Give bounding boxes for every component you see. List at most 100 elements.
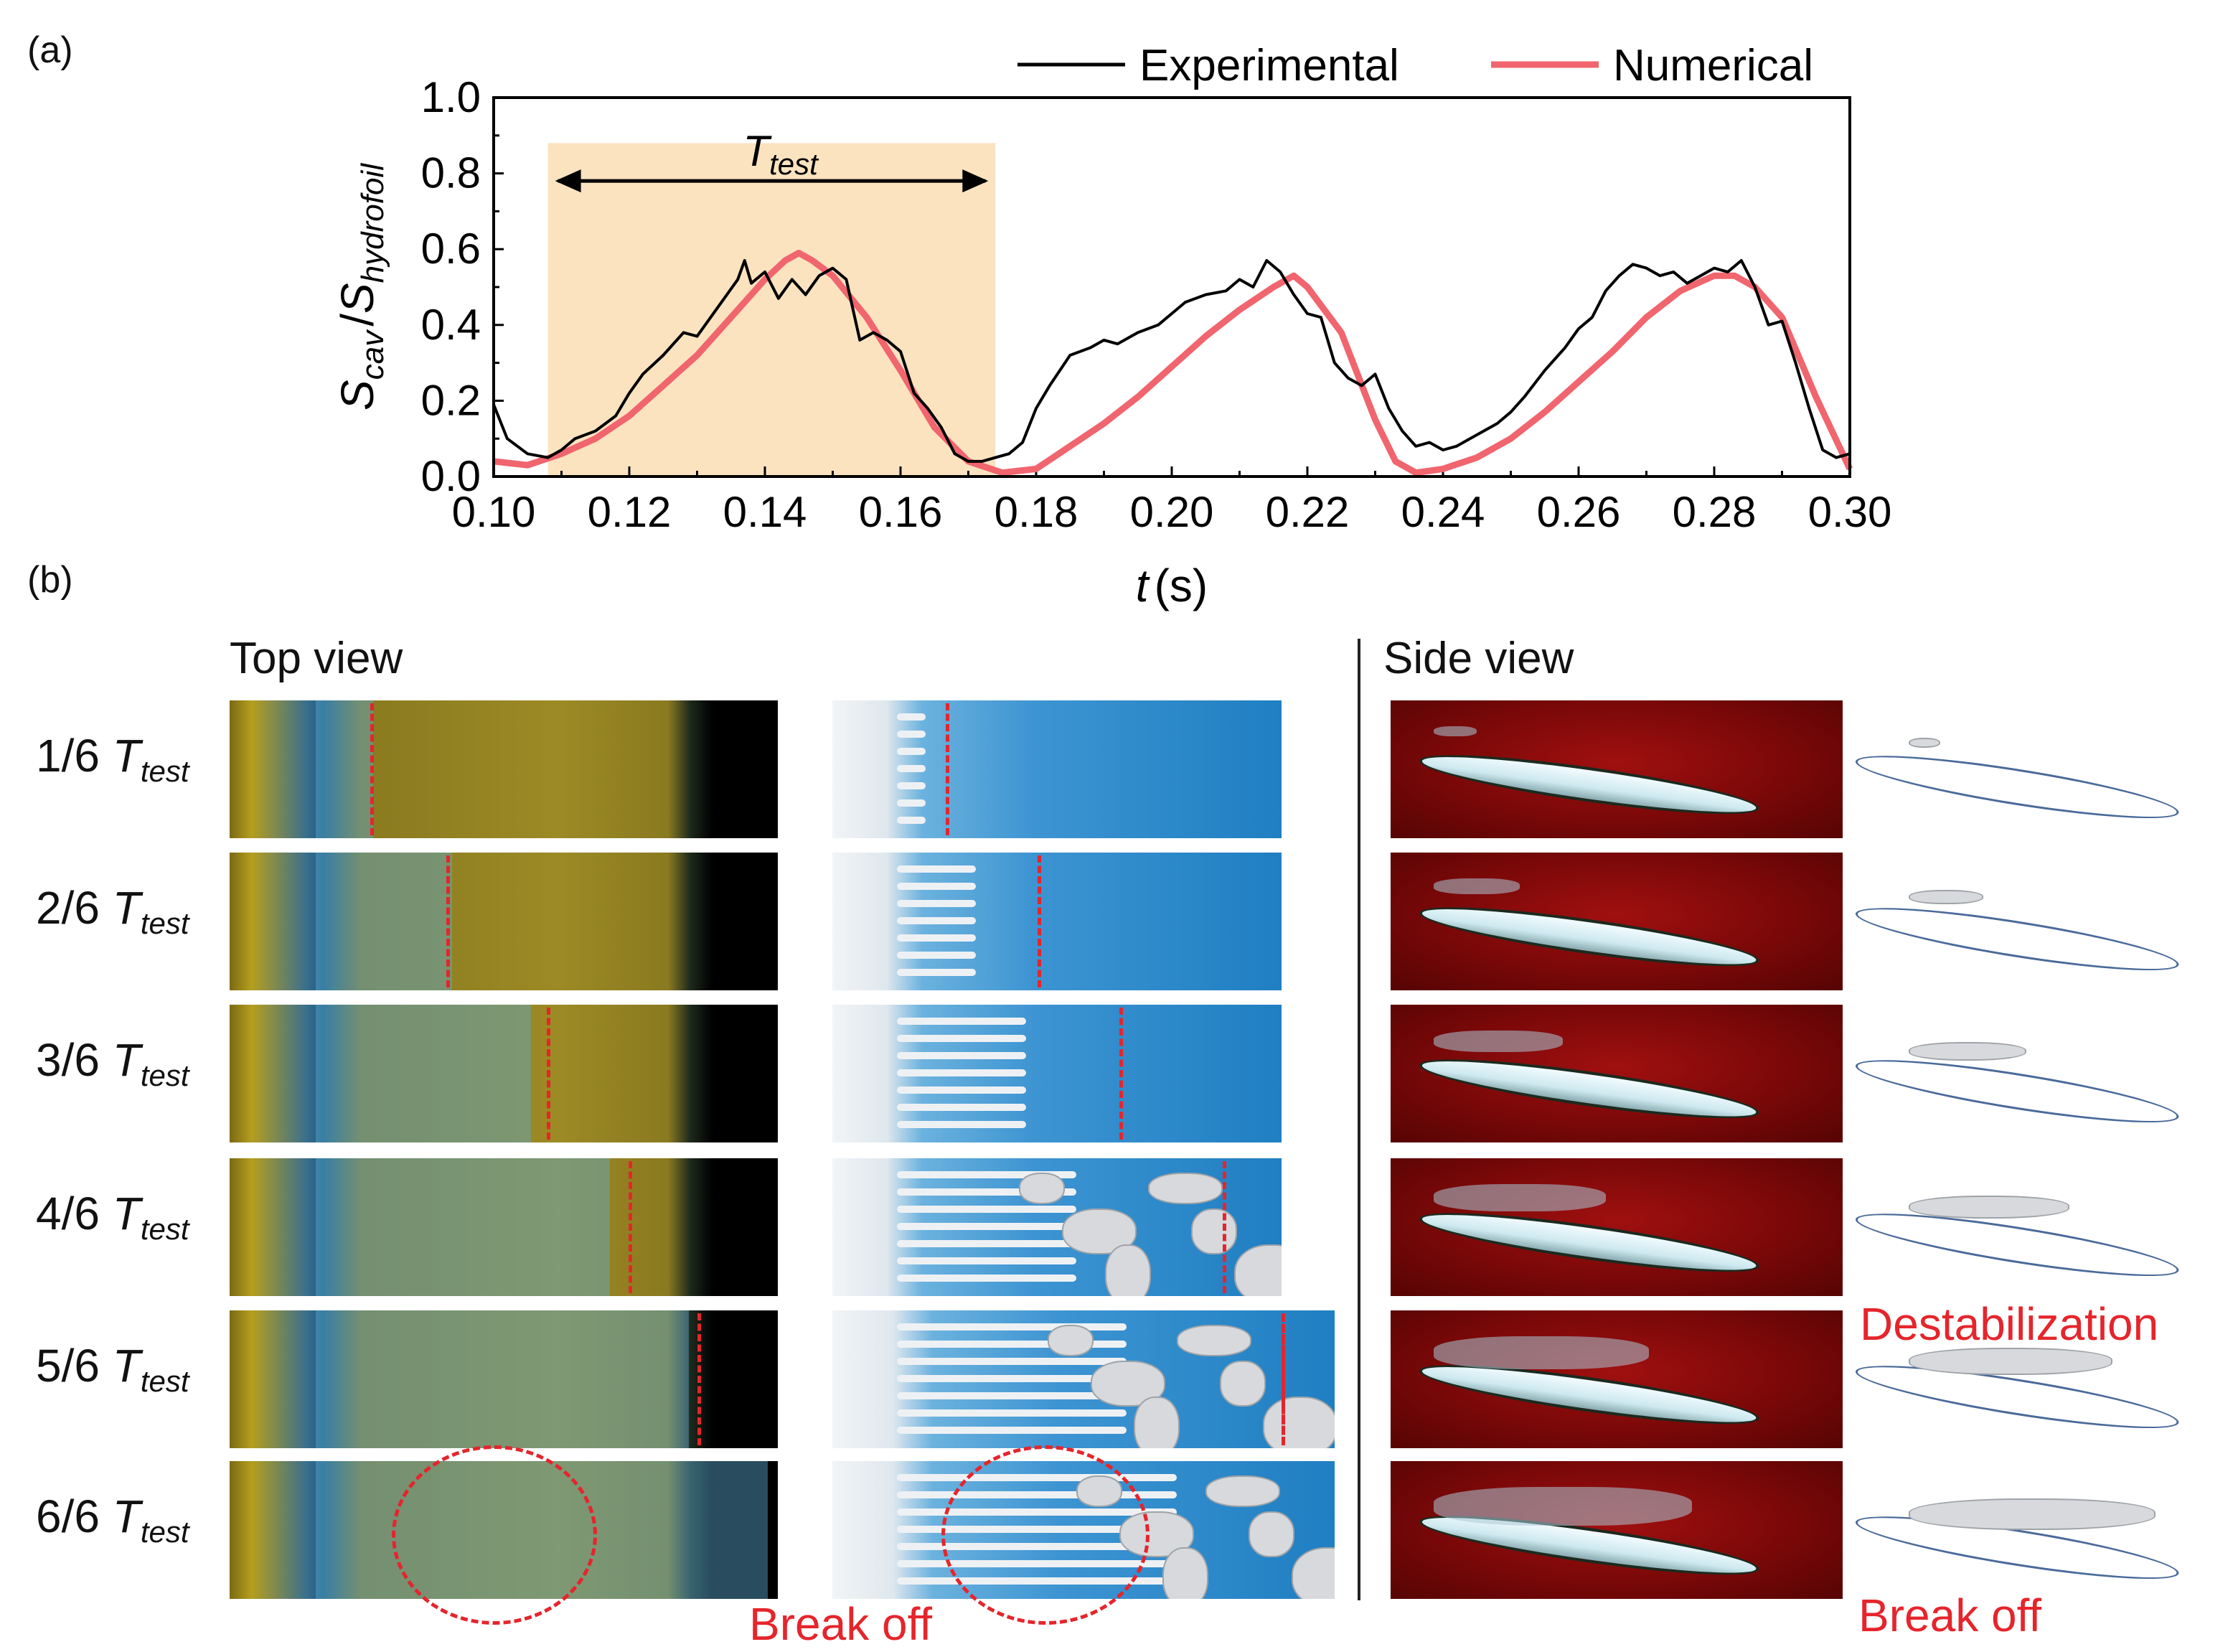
arrow-head-left xyxy=(555,169,581,193)
side-view-photo xyxy=(1391,700,1843,838)
vapor-cloud xyxy=(1134,1397,1180,1448)
x-tick-label: 0.18 xyxy=(995,488,1078,536)
cavity-streak xyxy=(897,1323,1127,1330)
x-tick-label: 0.20 xyxy=(1130,488,1214,536)
top-view-photo xyxy=(230,1005,778,1142)
hydrofoil-outline xyxy=(1853,743,2182,830)
cavity-haze xyxy=(316,853,452,990)
cavity-streak xyxy=(897,1171,1076,1178)
cavity-streak xyxy=(897,1052,1026,1059)
cavity-streak xyxy=(897,1121,1026,1128)
side-view-photo xyxy=(1391,853,1843,990)
vapor-cloud xyxy=(1205,1475,1280,1507)
cavity-streak xyxy=(897,1087,1026,1094)
panel-b-label: (b) xyxy=(27,559,73,601)
cavity-streak xyxy=(897,1427,1127,1434)
row-label: 1/6 Ttest xyxy=(36,730,189,788)
cavity-streak xyxy=(897,1223,1076,1230)
cavity-surface xyxy=(1909,1042,2026,1061)
cavity-streak xyxy=(897,1069,1026,1076)
cavity-front-marker xyxy=(446,855,450,987)
vapor-cloud xyxy=(1105,1244,1151,1296)
cavity-front-marker xyxy=(946,703,949,835)
cavity-streak xyxy=(897,799,926,807)
vapor-cloud xyxy=(1220,1361,1266,1407)
cavity-streak xyxy=(897,900,976,907)
vapor-cloud xyxy=(1091,1361,1165,1407)
cavity-vapor xyxy=(1434,1184,1606,1211)
cavity-streak xyxy=(897,865,976,873)
cavity-haze xyxy=(316,1158,610,1296)
cavity-front-marker xyxy=(1282,1315,1285,1444)
top-view-simulation xyxy=(832,1005,1282,1142)
cavity-streak xyxy=(897,1035,1026,1042)
x-tick-label: 0.12 xyxy=(588,488,672,536)
cavity-front-marker xyxy=(547,1008,550,1140)
cavity-streak xyxy=(897,713,926,721)
vapor-cloud xyxy=(1148,1173,1223,1204)
cavity-streak xyxy=(897,1240,1076,1247)
hydrofoil xyxy=(1416,743,1762,826)
cavity-front-marker xyxy=(629,1161,632,1293)
t-test-arrow xyxy=(555,169,989,193)
vapor-cloud xyxy=(1019,1173,1065,1204)
cavity-haze xyxy=(316,1005,531,1142)
vapor-cloud xyxy=(1162,1547,1208,1599)
x-tick-label: 0.30 xyxy=(1808,488,1892,536)
x-tick-label: 0.16 xyxy=(859,488,943,536)
x-tick-label: 0.26 xyxy=(1537,488,1621,536)
cavity-streak xyxy=(897,1257,1076,1264)
cavity-streak xyxy=(897,1104,1026,1111)
cavity-streak xyxy=(897,1018,1026,1025)
y-axis-label: Scav/Shydrofoil xyxy=(332,163,390,410)
row-label: 2/6 Ttest xyxy=(36,882,189,940)
cavity-surface xyxy=(1909,738,1940,748)
cavity-streak xyxy=(897,1392,1127,1399)
cavity-vapor xyxy=(1434,878,1520,894)
x-tick-label: 0.24 xyxy=(1401,488,1485,536)
side-view-simulation xyxy=(1851,1332,2196,1440)
cavity-vapor xyxy=(1434,1336,1649,1369)
cavity-streak xyxy=(897,817,926,824)
x-axis-label: t (s) xyxy=(1136,560,1208,611)
series-experimental xyxy=(492,259,1851,463)
side-view-simulation xyxy=(1851,1180,2196,1287)
cavity-streak xyxy=(897,917,976,924)
view-divider xyxy=(1358,639,1360,1600)
cavity-front-marker xyxy=(697,1313,701,1445)
hydrofoil-outline xyxy=(1853,896,2182,982)
hydrofoil xyxy=(1416,896,1762,978)
cavity-streak xyxy=(897,1275,1076,1282)
cavity-front-marker xyxy=(1223,1161,1226,1293)
top-view-simulation xyxy=(832,853,1282,990)
cavity-streak xyxy=(897,883,976,890)
cavity-vapor xyxy=(1434,1487,1692,1526)
y-tick-label: 0.0 xyxy=(421,452,481,500)
cavity-front-marker xyxy=(1038,855,1041,987)
hydrofoil-outline xyxy=(1853,1048,2182,1134)
y-tick-label: 0.8 xyxy=(421,149,481,197)
legend-label-experimental: Experimental xyxy=(1139,41,1399,90)
cavity-streak xyxy=(897,1206,1076,1213)
t-test-label: Ttest xyxy=(743,127,819,181)
y-tick-label: 1.0 xyxy=(421,73,481,121)
cavity-haze xyxy=(316,700,373,838)
cavity-streak xyxy=(897,1375,1127,1382)
cavity-vapor xyxy=(1434,726,1477,736)
top-view-simulation xyxy=(832,1310,1335,1448)
x-tick-label: 0.28 xyxy=(1673,488,1757,536)
cavity-streak xyxy=(897,731,926,738)
x-tick-label: 0.22 xyxy=(1266,488,1350,536)
vapor-cloud xyxy=(1249,1511,1294,1557)
cavity-haze xyxy=(316,1310,689,1448)
vapor-cloud xyxy=(1191,1209,1237,1254)
x-tick-label: 0.14 xyxy=(723,488,807,536)
cavity-streak xyxy=(897,1409,1127,1417)
vapor-cloud xyxy=(1177,1325,1251,1356)
vapor-cloud xyxy=(1048,1325,1094,1356)
hydrofoil xyxy=(1416,1048,1762,1130)
destabilization-label: Destabilization xyxy=(1860,1298,2159,1350)
cavity-front-marker xyxy=(1119,1008,1123,1140)
series-numerical xyxy=(493,250,1853,477)
y-tick-label: 0.4 xyxy=(421,301,481,349)
